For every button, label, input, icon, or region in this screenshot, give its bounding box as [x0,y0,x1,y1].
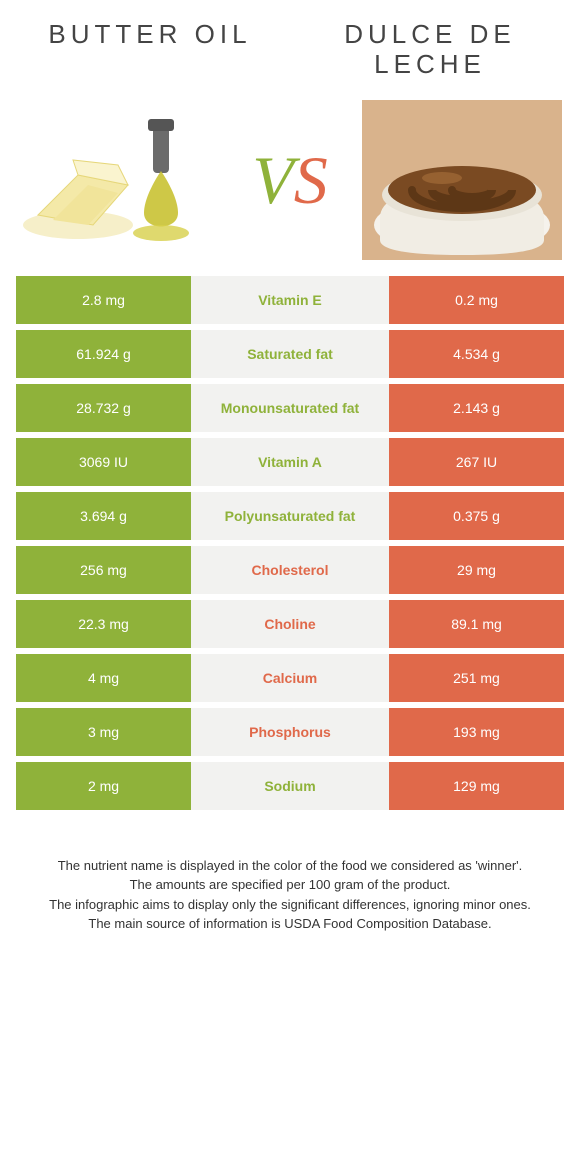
left-food-image [10,100,226,260]
hero-row: VS [0,80,580,276]
right-value: 193 mg [389,708,564,756]
nutrient-label: Monounsaturated fat [191,384,389,432]
table-row: 28.732 gMonounsaturated fat2.143 g [16,384,564,432]
right-value: 2.143 g [389,384,564,432]
comparison-table: 2.8 mgVitamin E0.2 mg 61.924 gSaturated f… [16,276,564,810]
footnote-line: The infographic aims to display only the… [30,895,550,915]
nutrient-label: Saturated fat [191,330,389,378]
table-row: 3069 IUVitamin A267 IU [16,438,564,486]
footnotes: The nutrient name is displayed in the co… [0,816,580,954]
right-value: 89.1 mg [389,600,564,648]
right-value: 129 mg [389,762,564,810]
left-value: 3.694 g [16,492,191,540]
nutrient-label: Sodium [191,762,389,810]
nutrient-label: Cholesterol [191,546,389,594]
footnote-line: The main source of information is USDA F… [30,914,550,934]
nutrient-label: Choline [191,600,389,648]
left-value: 4 mg [16,654,191,702]
titles-row: BUTTER OIL DULCE DE LECHE [0,10,580,80]
left-value: 28.732 g [16,384,191,432]
nutrient-label: Polyunsaturated fat [191,492,389,540]
right-value: 251 mg [389,654,564,702]
table-row: 4 mgCalcium251 mg [16,654,564,702]
vs-s: S [294,142,328,218]
vs-label: VS [230,146,350,214]
table-row: 3 mgPhosphorus193 mg [16,708,564,756]
table-row: 256 mgCholesterol29 mg [16,546,564,594]
butter-oil-icon [18,105,218,255]
left-value: 3069 IU [16,438,191,486]
right-food-image [354,100,570,260]
left-title: BUTTER OIL [10,20,290,80]
vs-v: V [252,142,294,218]
right-value: 4.534 g [389,330,564,378]
left-value: 3 mg [16,708,191,756]
left-value: 22.3 mg [16,600,191,648]
left-value: 256 mg [16,546,191,594]
nutrient-label: Vitamin E [191,276,389,324]
right-value: 0.375 g [389,492,564,540]
table-row: 61.924 gSaturated fat4.534 g [16,330,564,378]
left-value: 61.924 g [16,330,191,378]
table-row: 3.694 gPolyunsaturated fat0.375 g [16,492,564,540]
dulce-de-leche-icon [362,100,562,260]
nutrient-label: Vitamin A [191,438,389,486]
left-value: 2.8 mg [16,276,191,324]
right-value: 29 mg [389,546,564,594]
footnote-line: The nutrient name is displayed in the co… [30,856,550,876]
left-value: 2 mg [16,762,191,810]
right-value: 0.2 mg [389,276,564,324]
right-value: 267 IU [389,438,564,486]
right-title: DULCE DE LECHE [290,20,570,80]
footnote-line: The amounts are specified per 100 gram o… [30,875,550,895]
table-row: 2 mgSodium129 mg [16,762,564,810]
table-row: 22.3 mgCholine89.1 mg [16,600,564,648]
nutrient-label: Calcium [191,654,389,702]
nutrient-label: Phosphorus [191,708,389,756]
table-row: 2.8 mgVitamin E0.2 mg [16,276,564,324]
